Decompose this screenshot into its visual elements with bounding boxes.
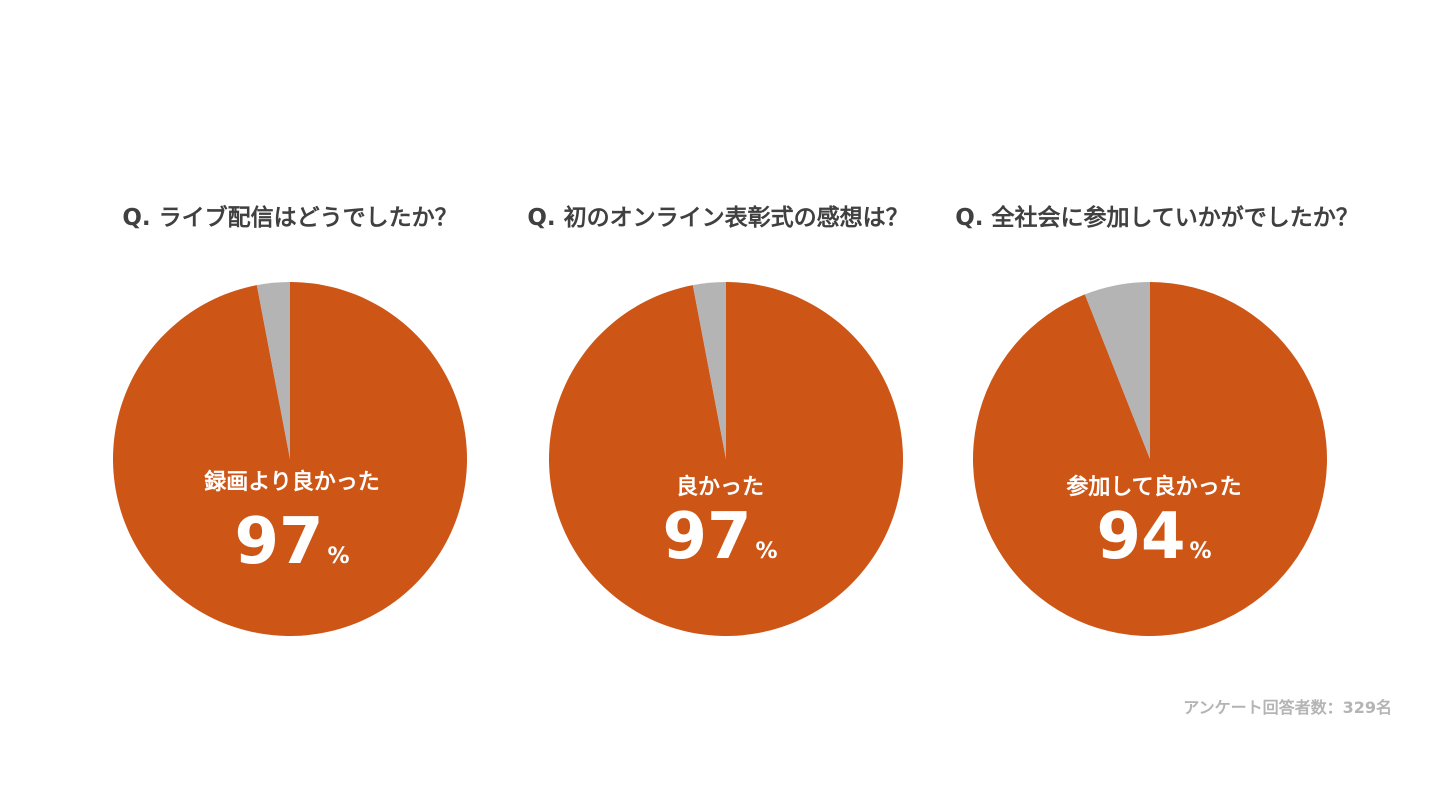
center-label-1: 録画より良かった 97% [204,464,380,574]
chart-title-1: Q. ライブ配信はどうでしたか？ [122,205,458,231]
percent-value: 94 [1096,500,1186,574]
pie-1-slice-2 [256,282,290,459]
slice-label: 良かった [675,475,765,500]
chart-title-3: Q. 全社会に参加していかがでしたか？ [955,205,1359,231]
percent-unit: % [755,539,778,564]
percent-unit: % [1189,539,1212,564]
pie-3-slice-2 [1084,282,1150,459]
percent-unit: % [327,544,350,569]
center-label-2: 良かった 97% [662,469,777,569]
pie-1-slice-1 [112,282,467,636]
chart-title-2: Q. 初のオンライン表彰式の感想は？ [527,205,909,231]
center-label-3: 参加して良かった 94% [1066,469,1241,569]
percent-value: 97 [234,505,324,579]
pie-2-slice-1 [548,282,903,636]
percent-value: 97 [662,500,752,574]
slice-label: 参加して良かった [1066,475,1242,500]
respondent-count: アンケート回答者数：329名 [1183,698,1392,717]
slice-label: 録画より良かった [204,470,380,495]
pie-2-slice-2 [692,282,726,459]
